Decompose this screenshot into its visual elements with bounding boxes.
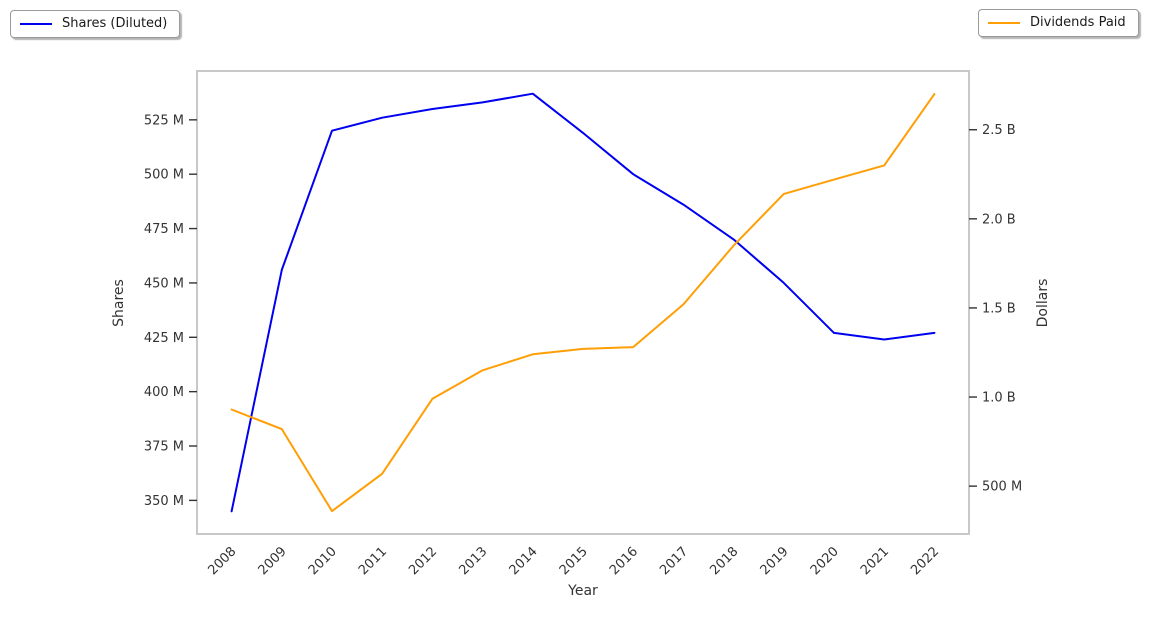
- x-tick-label: 2017: [657, 544, 691, 578]
- y-left-tick-label: 425 M: [144, 331, 184, 346]
- y-right-tick-label: 1.0 B: [982, 391, 1016, 406]
- y-right-tick-label: 2.5 B: [982, 123, 1016, 138]
- x-tick-label: 2016: [607, 544, 641, 578]
- y-left-tick-label: 450 M: [144, 276, 184, 291]
- y-left-tick-label: 500 M: [144, 168, 184, 183]
- y-left-tick-label: 525 M: [144, 113, 184, 128]
- x-tick-label: 2009: [256, 544, 290, 578]
- dividends-line-swatch-icon: [988, 22, 1020, 24]
- y-right-tick-label: 2.0 B: [982, 212, 1016, 227]
- x-tick-label: 2010: [306, 544, 340, 578]
- x-tick-label: 2014: [507, 544, 541, 578]
- x-tick-label: 2022: [908, 544, 942, 578]
- legend-dividends-label: Dividends Paid: [1030, 15, 1126, 30]
- x-tick-label: 2020: [808, 544, 842, 578]
- plot-frame: [196, 70, 970, 535]
- legend-shares-label: Shares (Diluted): [62, 16, 168, 31]
- x-tick-label: 2013: [456, 544, 490, 578]
- legend-dividends-paid: Dividends Paid: [978, 9, 1139, 37]
- y-left-tick-label: 400 M: [144, 385, 184, 400]
- y-right-tick-label: 1.5 B: [982, 301, 1016, 316]
- x-tick-label: 2011: [356, 544, 390, 578]
- legend-shares-diluted: Shares (Diluted): [10, 10, 181, 38]
- x-tick-label: 2008: [205, 544, 239, 578]
- y-left-tick-label: 475 M: [144, 222, 184, 237]
- x-tick-label: 2015: [557, 544, 591, 578]
- shares-line-swatch-icon: [20, 23, 52, 25]
- x-tick-label: 2021: [858, 544, 892, 578]
- dividends-paid-line: [230, 93, 936, 513]
- y-left-tick-label: 375 M: [144, 440, 184, 455]
- y-left-tick-label: 350 M: [144, 494, 184, 509]
- x-tick-label: 2012: [406, 544, 440, 578]
- x-tick-label: 2018: [707, 544, 741, 578]
- x-axis-title: Year: [568, 583, 598, 599]
- y-right-tick-label: 500 M: [982, 480, 1022, 495]
- x-tick-label: 2019: [758, 544, 792, 578]
- shares-diluted-line: [230, 92, 936, 513]
